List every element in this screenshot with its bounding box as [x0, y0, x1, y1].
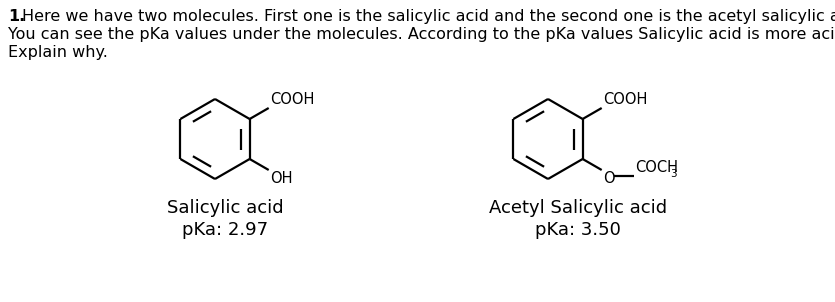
- Text: Here we have two molecules. First one is the salicylic acid and the second one i: Here we have two molecules. First one is…: [22, 9, 835, 24]
- Text: O: O: [603, 171, 615, 186]
- Text: pKa: 2.97: pKa: 2.97: [182, 221, 268, 239]
- Text: COOH: COOH: [603, 92, 647, 107]
- Text: COCH: COCH: [635, 160, 678, 175]
- Text: pKa: 3.50: pKa: 3.50: [535, 221, 621, 239]
- Text: Explain why.: Explain why.: [8, 45, 108, 60]
- Text: OH: OH: [270, 171, 292, 186]
- Text: Salicylic acid: Salicylic acid: [167, 199, 283, 217]
- Text: You can see the pKa values under the molecules. According to the pKa values Sali: You can see the pKa values under the mol…: [8, 27, 835, 42]
- Text: Acetyl Salicylic acid: Acetyl Salicylic acid: [489, 199, 667, 217]
- Text: 1.: 1.: [8, 9, 25, 24]
- Text: COOH: COOH: [270, 92, 314, 107]
- Text: 3: 3: [670, 169, 676, 179]
